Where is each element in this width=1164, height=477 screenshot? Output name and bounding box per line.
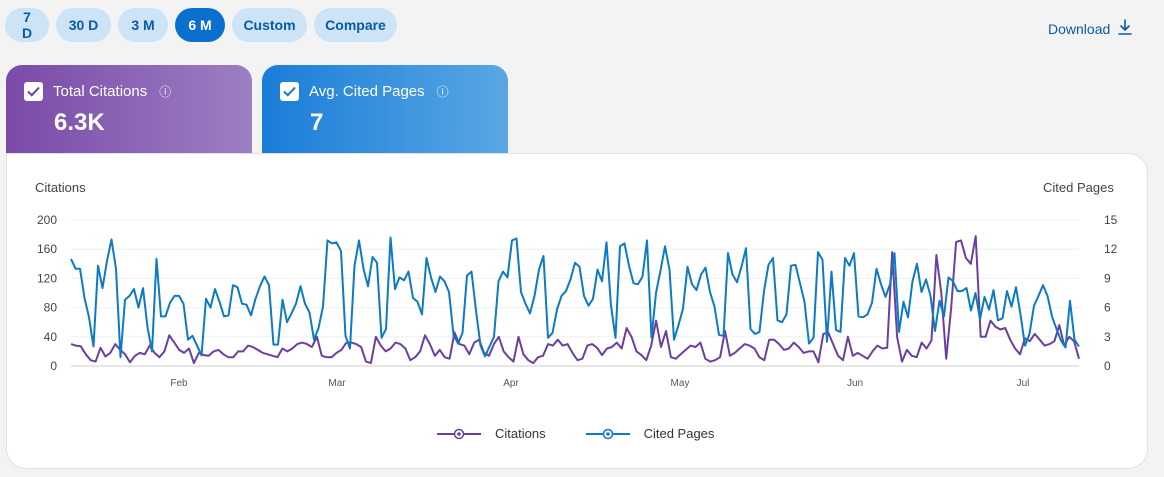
- x-tick-label: May: [671, 378, 690, 389]
- line-chart: 0 40 80 120 160 200 0 3 6 9 12 15 Feb Mar Apr May Jun Jul: [37, 213, 1118, 389]
- chart-panel: Citations Cited Pages 0 40 80 120 160 200 0 3 6 9…: [6, 153, 1148, 469]
- range-button-7d[interactable]: 7 D: [5, 8, 49, 42]
- card-value: 6.3K: [54, 109, 105, 136]
- avg-cited-pages-card[interactable]: Avg. Cited Pages ⓘ 7: [262, 65, 508, 170]
- check-icon: [27, 86, 40, 97]
- range-button-3m[interactable]: 3 M: [118, 8, 168, 42]
- y-left-tick-label: 40: [44, 330, 58, 344]
- legend-label: Cited Pages: [643, 426, 715, 441]
- total-citations-card[interactable]: Total Citations ⓘ 6.3K: [6, 65, 252, 170]
- y-right-tick-label: 9: [1104, 271, 1111, 285]
- y-left-tick-label: 0: [50, 359, 57, 373]
- range-button-custom[interactable]: Custom: [232, 8, 307, 42]
- x-tick-label: Jun: [847, 378, 863, 389]
- y-left-tick-label: 80: [44, 301, 58, 315]
- x-tick-label: Feb: [170, 378, 188, 389]
- legend-marker-icon: [585, 428, 630, 439]
- cited-pages-series-line: [70, 236, 1080, 359]
- x-tick-label: Mar: [328, 378, 346, 389]
- range-button-compare[interactable]: Compare: [314, 8, 397, 42]
- y-left-tick-label: 200: [37, 213, 57, 227]
- citations-checkbox[interactable]: [24, 82, 43, 101]
- x-tick-label: Jul: [1017, 378, 1030, 389]
- y-right-tick-label: 15: [1104, 213, 1118, 227]
- y-right-tick-label: 6: [1104, 301, 1111, 315]
- y-right-tick-label: 0: [1104, 359, 1111, 373]
- y-right-tick-label: 12: [1104, 242, 1118, 256]
- card-value: 7: [310, 109, 324, 136]
- y-left-tick-label: 120: [37, 271, 57, 285]
- info-icon[interactable]: ⓘ: [159, 85, 172, 99]
- legend-marker-icon: [437, 428, 481, 439]
- pages-checkbox[interactable]: [280, 82, 299, 101]
- info-icon[interactable]: ⓘ: [436, 85, 449, 99]
- range-button-30d[interactable]: 30 D: [56, 8, 111, 42]
- y-right-tick-label: 3: [1104, 330, 1111, 344]
- download-label: Download: [1048, 20, 1111, 37]
- right-axis-title: Cited Pages: [1043, 180, 1114, 195]
- citations-series-line: [70, 235, 1080, 365]
- y-left-tick-label: 160: [37, 242, 57, 256]
- card-label: Avg. Cited Pages: [309, 83, 425, 100]
- download-button[interactable]: Download: [1048, 19, 1133, 38]
- legend-item-citations[interactable]: Citations: [437, 426, 546, 441]
- range-button-6m[interactable]: 6 M: [175, 8, 225, 42]
- check-icon: [283, 86, 296, 97]
- download-icon: [1118, 19, 1133, 38]
- range-selector: 7 D 30 D 3 M 6 M Custom Compare: [5, 8, 397, 42]
- chart-legend: Citations Cited Pages: [437, 426, 740, 441]
- card-label: Total Citations: [53, 83, 148, 100]
- legend-label: Citations: [495, 426, 546, 441]
- x-tick-label: Apr: [503, 378, 519, 389]
- left-axis-title: Citations: [35, 180, 86, 195]
- legend-item-cited-pages[interactable]: Cited Pages: [585, 426, 715, 441]
